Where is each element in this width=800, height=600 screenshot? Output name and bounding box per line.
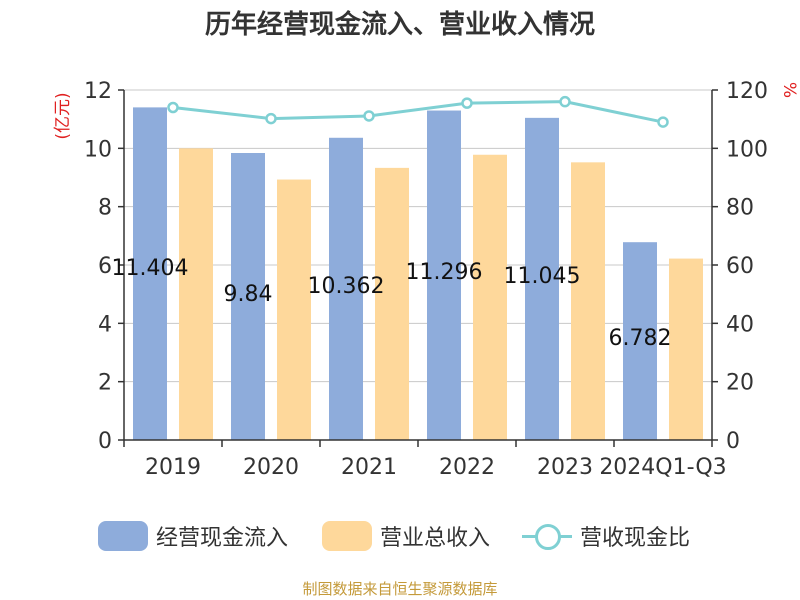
x-tick-label: 2020 bbox=[243, 455, 299, 480]
bar-cash-inflow bbox=[427, 110, 461, 441]
y-left-tick-label: 10 bbox=[84, 137, 112, 162]
data-label-cash-inflow: 11.404 bbox=[112, 256, 189, 281]
bar-revenue bbox=[375, 167, 409, 440]
bar-revenue bbox=[277, 179, 311, 440]
bar-cash-inflow bbox=[231, 153, 265, 440]
y-right-tick-label: 120 bbox=[726, 79, 768, 104]
legend-item-revenue[interactable]: 营业总收入 bbox=[322, 516, 490, 556]
legend-label-revenue: 营业总收入 bbox=[380, 526, 491, 551]
data-label-cash-inflow: 11.045 bbox=[504, 264, 581, 289]
y-left-tick-label: 2 bbox=[98, 371, 112, 396]
data-label-cash-inflow: 10.362 bbox=[308, 274, 385, 299]
source-note: 制图数据来自恒生聚源数据库 bbox=[302, 580, 498, 598]
bar-cash-inflow bbox=[329, 137, 363, 440]
y-right-tick-label: 20 bbox=[726, 371, 754, 396]
y-left-tick-label: 6 bbox=[98, 254, 112, 279]
legend: 经营现金流入 营业总收入 营收现金比 bbox=[0, 516, 800, 556]
y-right-axis-title: % bbox=[779, 82, 799, 98]
y-right-tick-label: 80 bbox=[726, 196, 754, 221]
bar-revenue bbox=[571, 162, 605, 441]
y-left-tick-label: 0 bbox=[98, 429, 112, 454]
bar-revenue bbox=[179, 148, 213, 441]
data-label-cash-inflow: 9.84 bbox=[224, 282, 273, 307]
y-left-tick-label: 8 bbox=[98, 196, 112, 221]
ratio-point bbox=[363, 110, 375, 122]
legend-label-cash-inflow: 经营现金流入 bbox=[156, 526, 289, 551]
bar-cash-inflow bbox=[525, 117, 559, 441]
x-tick-label: 2023 bbox=[537, 455, 593, 480]
legend-swatch-cash-inflow bbox=[98, 521, 148, 551]
x-tick-label: 2022 bbox=[439, 455, 495, 480]
y-right-tick-label: 0 bbox=[726, 429, 740, 454]
legend-item-ratio[interactable]: 营收现金比 bbox=[522, 516, 690, 556]
legend-swatch-ratio bbox=[522, 521, 572, 551]
bar-cash-inflow bbox=[623, 242, 657, 440]
ratio-point bbox=[167, 101, 179, 114]
data-label-cash-inflow: 6.782 bbox=[609, 326, 672, 351]
y-left-axis-title: (亿元) bbox=[53, 92, 73, 139]
y-right-tick-label: 40 bbox=[726, 312, 754, 337]
ratio-line bbox=[172, 100, 664, 124]
legend-swatch-revenue bbox=[322, 521, 372, 551]
data-label-cash-inflow: 11.296 bbox=[406, 260, 483, 285]
x-tick-label: 2019 bbox=[145, 455, 201, 480]
bar-revenue bbox=[669, 258, 703, 440]
ratio-point bbox=[657, 116, 669, 128]
chart-title: 历年经营现金流入、营业收入情况 bbox=[204, 10, 595, 40]
ratio-point bbox=[461, 97, 473, 109]
bar-revenue bbox=[473, 154, 507, 440]
ratio-point bbox=[265, 112, 277, 125]
y-left-tick-label: 12 bbox=[84, 79, 112, 104]
legend-label-ratio: 营收现金比 bbox=[580, 526, 691, 551]
x-tick-label: 2024Q1-Q3 bbox=[599, 455, 726, 480]
y-right-tick-label: 100 bbox=[726, 137, 768, 162]
ratio-point bbox=[559, 95, 571, 108]
x-tick-label: 2021 bbox=[341, 455, 397, 480]
legend-item-cash-inflow[interactable]: 经营现金流入 bbox=[98, 516, 288, 556]
bar-cash-inflow bbox=[133, 107, 167, 440]
y-left-tick-label: 4 bbox=[98, 312, 112, 337]
y-right-tick-label: 60 bbox=[726, 254, 754, 279]
